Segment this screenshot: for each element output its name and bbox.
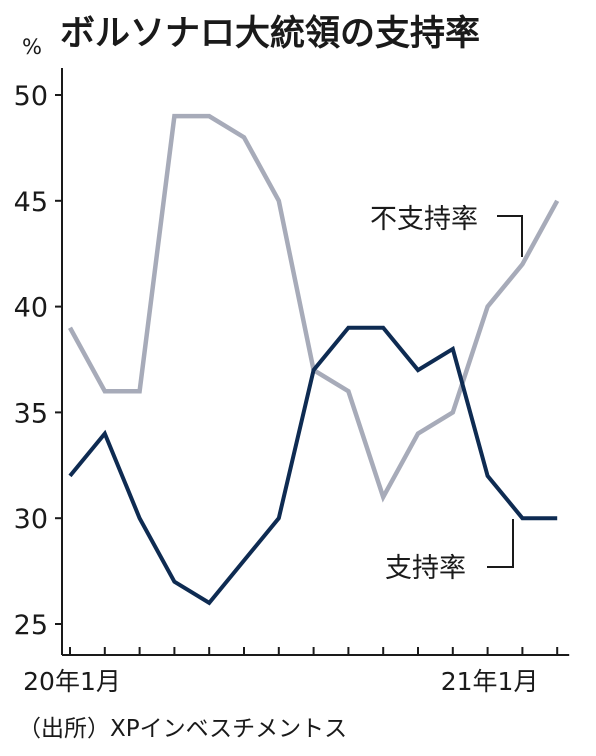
plot-area [68, 113, 560, 606]
y-tick-label: 25 [14, 610, 48, 641]
y-axis: 25 30 35 40 45 50 [14, 68, 63, 655]
y-tick-label: 50 [14, 81, 48, 112]
series-line-disapproval [68, 113, 560, 503]
y-tick-label: 35 [14, 398, 48, 429]
legend-approval: 支持率 [385, 519, 514, 584]
x-tick-label: 20年1月 [23, 667, 121, 696]
y-tick-label: 30 [14, 504, 48, 535]
legend-label-disapproval: 不支持率 [370, 204, 478, 235]
x-tick-label: 21年1月 [441, 667, 539, 696]
source-note: （出所）XPインベスチメントス [18, 716, 347, 742]
legend-disapproval: 不支持率 [370, 204, 523, 257]
y-tick-label: 45 [14, 187, 48, 218]
chart-title: ボルソナロ大統領の支持率 [60, 13, 480, 54]
x-axis: 20年1月 21年1月 [23, 647, 570, 696]
series-line-approval [68, 325, 558, 606]
legend-leader-disapproval [497, 215, 523, 257]
legend-leader-approval [487, 519, 514, 568]
y-tick-label: 40 [14, 293, 48, 324]
unit-label: % [22, 35, 42, 59]
legend-label-approval: 支持率 [385, 553, 466, 584]
